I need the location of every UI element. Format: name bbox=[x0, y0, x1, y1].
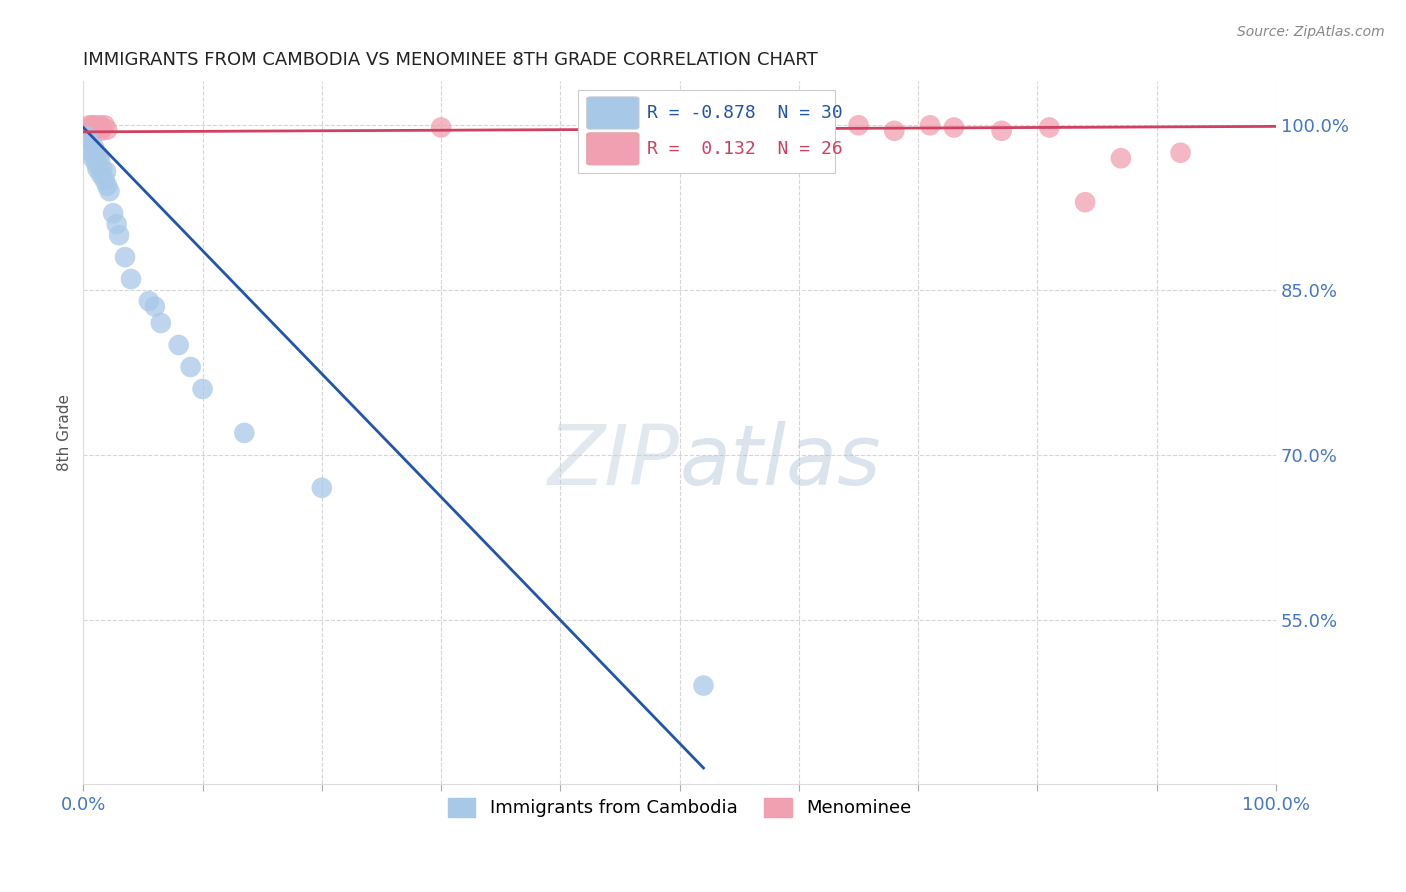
Point bbox=[848, 118, 870, 132]
Point bbox=[692, 679, 714, 693]
Point bbox=[91, 162, 114, 177]
Point bbox=[94, 118, 117, 132]
Point bbox=[120, 272, 142, 286]
Point bbox=[98, 184, 121, 198]
Point bbox=[990, 124, 1012, 138]
Point bbox=[83, 140, 105, 154]
Y-axis label: 8th Grade: 8th Grade bbox=[58, 394, 72, 471]
Point bbox=[800, 120, 823, 135]
Point bbox=[167, 338, 190, 352]
Point bbox=[96, 178, 118, 193]
Point bbox=[77, 118, 100, 132]
Point bbox=[84, 118, 107, 132]
Text: atlas: atlas bbox=[679, 420, 882, 501]
Point bbox=[86, 157, 108, 171]
Point bbox=[1074, 195, 1097, 210]
Point bbox=[233, 425, 256, 440]
Point bbox=[430, 120, 453, 135]
Point bbox=[94, 164, 117, 178]
Point bbox=[883, 124, 905, 138]
Point bbox=[108, 228, 131, 243]
Text: R = -0.878  N = 30: R = -0.878 N = 30 bbox=[647, 104, 844, 122]
Point bbox=[740, 118, 762, 132]
Point bbox=[90, 124, 112, 138]
Point bbox=[1038, 120, 1060, 135]
Text: ZIP: ZIP bbox=[547, 420, 679, 501]
Point bbox=[83, 120, 105, 135]
Legend: Immigrants from Cambodia, Menominee: Immigrants from Cambodia, Menominee bbox=[441, 791, 918, 824]
Point bbox=[90, 168, 112, 182]
Point bbox=[149, 316, 172, 330]
Point bbox=[105, 217, 128, 231]
Point bbox=[143, 300, 166, 314]
Point bbox=[311, 481, 333, 495]
Point bbox=[80, 122, 103, 136]
Point bbox=[89, 118, 111, 132]
Point bbox=[1170, 145, 1192, 160]
Point bbox=[82, 118, 104, 132]
FancyBboxPatch shape bbox=[578, 90, 835, 173]
Point bbox=[138, 294, 160, 309]
Point bbox=[114, 250, 136, 264]
Text: IMMIGRANTS FROM CAMBODIA VS MENOMINEE 8TH GRADE CORRELATION CHART: IMMIGRANTS FROM CAMBODIA VS MENOMINEE 8T… bbox=[83, 51, 818, 69]
Point bbox=[77, 135, 100, 149]
Point bbox=[942, 120, 965, 135]
Point bbox=[1109, 151, 1132, 165]
Point bbox=[86, 162, 108, 177]
Point bbox=[84, 145, 107, 160]
Point bbox=[79, 120, 101, 135]
Point bbox=[82, 151, 104, 165]
Text: Source: ZipAtlas.com: Source: ZipAtlas.com bbox=[1237, 25, 1385, 39]
Point bbox=[94, 173, 117, 187]
Point bbox=[80, 145, 103, 160]
Point bbox=[91, 120, 114, 135]
Point bbox=[76, 129, 98, 144]
Point bbox=[76, 124, 98, 138]
FancyBboxPatch shape bbox=[586, 133, 640, 165]
Point bbox=[191, 382, 214, 396]
Point bbox=[101, 206, 124, 220]
Point bbox=[89, 153, 111, 168]
Point bbox=[180, 359, 202, 374]
Point bbox=[86, 122, 108, 136]
Text: R =  0.132  N = 26: R = 0.132 N = 26 bbox=[647, 140, 844, 158]
Point bbox=[920, 118, 942, 132]
Point bbox=[86, 120, 108, 135]
Point bbox=[96, 122, 118, 136]
FancyBboxPatch shape bbox=[586, 97, 640, 129]
Point bbox=[87, 149, 110, 163]
